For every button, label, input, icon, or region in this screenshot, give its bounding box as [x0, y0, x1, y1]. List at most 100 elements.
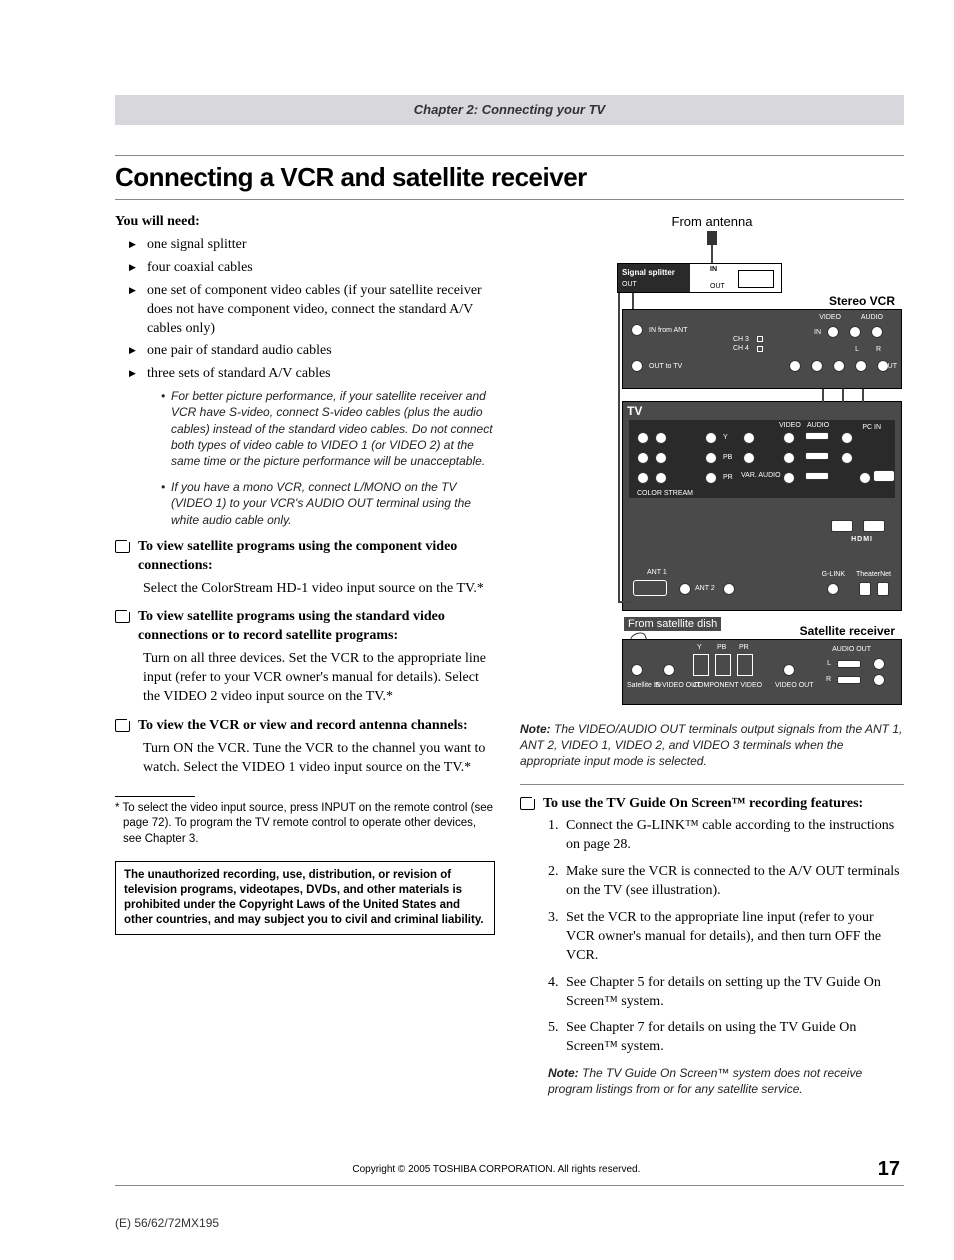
port-icon: [841, 432, 853, 444]
port-icon: [877, 582, 889, 596]
stereo-vcr-box: Stereo VCR IN from ANT OUT to TV CH 3 CH…: [622, 309, 902, 389]
list-item: three sets of standard A/V cables For be…: [133, 365, 495, 527]
port-icon: [833, 360, 845, 372]
vga-port-icon: [873, 470, 895, 482]
step-item: Connect the G-LINK™ cable according to t…: [562, 817, 904, 855]
pr-label: PR: [739, 644, 749, 651]
out-label: OUT: [710, 283, 725, 290]
video-label: VIDEO: [819, 314, 841, 321]
port-icon: [637, 432, 649, 444]
port-icon: [631, 664, 643, 676]
pb-label: PB: [717, 644, 726, 651]
port-icon: [705, 432, 717, 444]
port-icon: [789, 360, 801, 372]
tv-title: TV: [627, 404, 642, 418]
rule: [520, 784, 904, 785]
antenna-plug-icon: [707, 231, 717, 245]
port-icon: [637, 452, 649, 464]
rule: [115, 199, 904, 200]
port-icon: [805, 432, 829, 440]
sub-notes: For better picture performance, if your …: [147, 388, 495, 528]
right-column: From antenna Signal splitter OUT IN OUT: [520, 214, 904, 1098]
colorstream-label: COLOR STREAM: [637, 490, 693, 497]
component-video-label: COMPONENT VIDEO: [693, 682, 762, 689]
l-label: L: [827, 660, 831, 667]
step-item: Make sure the VCR is connected to the A/…: [562, 863, 904, 901]
hdmi-label: HDMI: [851, 536, 873, 543]
r-label: R: [876, 346, 881, 353]
port-icon: [855, 360, 867, 372]
var-audio-label: VAR. AUDIO: [741, 472, 781, 479]
connection-diagram: From antenna Signal splitter OUT IN OUT: [520, 214, 904, 709]
rule: [115, 796, 195, 797]
copyright-warning: The unauthorized recording, use, distrib…: [115, 861, 495, 935]
task-block: To use the TV Guide On Screen™ recording…: [520, 795, 904, 814]
pr-label: PR: [723, 474, 733, 481]
port-icon: [841, 452, 853, 464]
chapter-header: Chapter 2: Connecting your TV: [115, 95, 904, 125]
task-block: To view the VCR or view and record anten…: [115, 717, 495, 778]
pb-label: PB: [723, 454, 732, 461]
footer-row: Copyright © 2005 TOSHIBA CORPORATION. Al…: [115, 1158, 904, 1186]
theaternet-label: TheaterNet: [856, 571, 891, 578]
port-icon: [827, 326, 839, 338]
in-from-ant-label: IN from ANT: [649, 327, 688, 334]
you-will-need: You will need:: [115, 214, 495, 230]
task-body: Turn on all three devices. Set the VCR t…: [115, 650, 495, 707]
task-title: To view satellite programs using the com…: [138, 538, 495, 576]
task-title: To view the VCR or view and record anten…: [138, 717, 468, 736]
port-icon: [631, 324, 643, 336]
steps-list: Connect the G-LINK™ cable according to t…: [520, 817, 904, 1057]
cable: [618, 293, 620, 603]
cable: [618, 601, 632, 603]
cable: [842, 389, 844, 403]
video-out-label: VIDEO OUT: [775, 682, 814, 689]
task-title: To use the TV Guide On Screen™ recording…: [543, 795, 863, 814]
steps-note: Note: The TV Guide On Screen™ system doe…: [520, 1065, 904, 1097]
checkbox-icon: [115, 610, 130, 623]
r-label: R: [826, 676, 831, 683]
task-block: To view satellite programs using the com…: [115, 538, 495, 599]
ant1-label: ANT 1: [647, 569, 667, 576]
port-icon: [873, 674, 885, 686]
page-number: 17: [878, 1158, 904, 1181]
checkbox-icon: [520, 797, 535, 810]
port-icon: [805, 452, 829, 460]
step-item: See Chapter 7 for details on using the T…: [562, 1019, 904, 1057]
port-icon: [655, 432, 667, 444]
signal-splitter-box: Signal splitter OUT IN OUT: [617, 263, 782, 293]
note-label: Note:: [548, 1066, 579, 1080]
left-column: You will need: one signal splitter four …: [115, 214, 495, 1098]
checkbox-icon: [115, 719, 130, 732]
list-item: one set of component video cables (if yo…: [133, 282, 495, 339]
port-icon: [723, 583, 735, 595]
port-icon: [811, 360, 823, 372]
audio-out-label: AUDIO OUT: [832, 646, 871, 653]
port-icon: [705, 452, 717, 464]
model-code: (E) 56/62/72MX195: [115, 1216, 904, 1230]
in-label: IN: [814, 329, 821, 336]
port-icon: [783, 452, 795, 464]
task-block: To view satellite programs using the sta…: [115, 608, 495, 706]
port-icon: [743, 432, 755, 444]
port-icon: [743, 452, 755, 464]
task-title: To view satellite programs using the sta…: [138, 608, 495, 646]
port-icon: [849, 326, 861, 338]
page-title: Connecting a VCR and satellite receiver: [115, 158, 904, 197]
port-icon: [655, 452, 667, 464]
sub-note: For better picture performance, if your …: [161, 388, 495, 469]
port-icon: [859, 472, 871, 484]
port-icon: [827, 583, 839, 595]
port-icon: [805, 472, 829, 480]
out-label: OUT: [882, 363, 897, 370]
list-item: one signal splitter: [133, 236, 495, 255]
note-label: Note:: [520, 722, 551, 736]
port-icon: [783, 432, 795, 444]
audio-label: AUDIO: [807, 422, 829, 429]
note-text: The VIDEO/AUDIO OUT terminals output sig…: [520, 722, 902, 768]
port-icon: [859, 582, 871, 596]
step-item: Set the VCR to the appropriate line inpu…: [562, 909, 904, 966]
ant2-label: ANT 2: [695, 585, 715, 592]
y-label: Y: [723, 434, 728, 441]
hdmi-port-icon: [863, 520, 885, 532]
